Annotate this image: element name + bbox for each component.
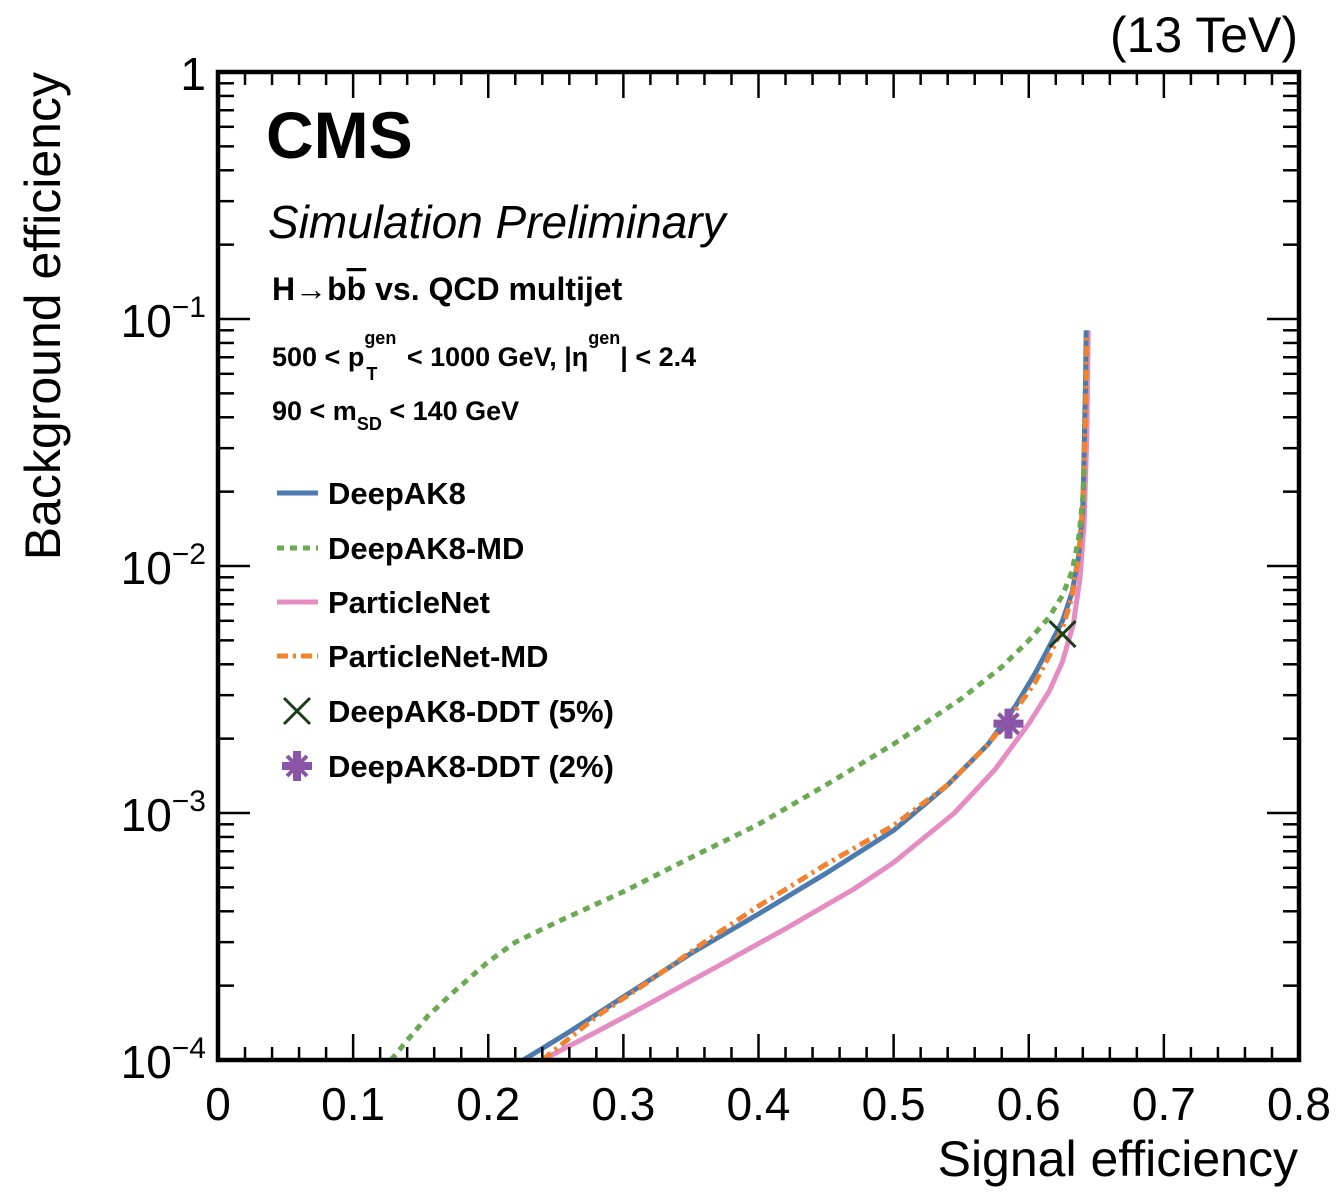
y-axis-label: Background efficiency — [15, 72, 71, 560]
x-axis-label: Signal efficiency — [938, 1131, 1298, 1187]
x-tick-label: 0.4 — [727, 1078, 791, 1130]
ticks-layer — [216, 72, 1301, 1062]
legend-label-ddt2: DeepAK8-DDT (2%) — [328, 749, 614, 784]
legend-label-particlenet: ParticleNet — [328, 585, 490, 620]
simulation-preliminary-label: Simulation Preliminary — [268, 196, 729, 248]
y-tick-label: 10−4 — [121, 1032, 206, 1088]
mass-cut-label: 90 < mSD < 140 GeV — [272, 396, 519, 434]
cms-label: CMS — [266, 98, 413, 172]
series-line-particlenet — [541, 330, 1091, 1063]
legend-label-ddt5: DeepAK8-DDT (5%) — [328, 694, 614, 729]
y-tick-label: 10−3 — [121, 785, 206, 841]
series-line-deepak8-md — [389, 467, 1087, 1062]
pt-eta-cut-label: 500 < pgen T < 1000 GeV, |ηgen| < 2.4 — [272, 328, 696, 384]
legend-label-deepak8: DeepAK8 — [328, 476, 466, 511]
y-tick-label: 10−1 — [121, 291, 206, 347]
x-tick-label: 0.7 — [1132, 1078, 1196, 1130]
marker-layer — [993, 620, 1077, 739]
bbar: b — [347, 271, 367, 307]
x-tick-label: 0 — [205, 1078, 231, 1130]
x-tick-label: 0.1 — [321, 1078, 385, 1130]
process-label: H→bb vs. QCD multijet — [272, 271, 623, 307]
marker-ddt-2 — [993, 708, 1024, 739]
x-tick-label: 0.6 — [997, 1078, 1061, 1130]
marker-ddt-5 — [1048, 620, 1077, 649]
y-tick-label: 1 — [180, 48, 206, 100]
x-tick-label: 0.3 — [591, 1078, 655, 1130]
legend-label-deepak8-md: DeepAK8-MD — [328, 531, 524, 566]
y-tick-label: 10−2 — [121, 538, 206, 594]
y-tick-labels: 1 10−1 10−2 10−3 10−4 — [121, 48, 206, 1088]
legend-marker-ddt5 — [282, 696, 312, 726]
legend-label-particlenet-md: ParticleNet-MD — [328, 639, 549, 674]
x-tick-labels: 0 0.1 0.2 0.3 0.4 0.5 0.6 0.7 0.8 — [205, 1078, 1331, 1130]
x-tick-label: 0.8 — [1267, 1078, 1331, 1130]
x-tick-label: 0.5 — [862, 1078, 926, 1130]
plot-frame — [215, 69, 1302, 1063]
legend-marker-ddt2 — [282, 751, 312, 781]
x-tick-label: 0.2 — [456, 1078, 520, 1130]
legend: DeepAK8 DeepAK8-MD ParticleNet ParticleN… — [277, 476, 614, 784]
energy-label: (13 TeV) — [1110, 7, 1298, 63]
